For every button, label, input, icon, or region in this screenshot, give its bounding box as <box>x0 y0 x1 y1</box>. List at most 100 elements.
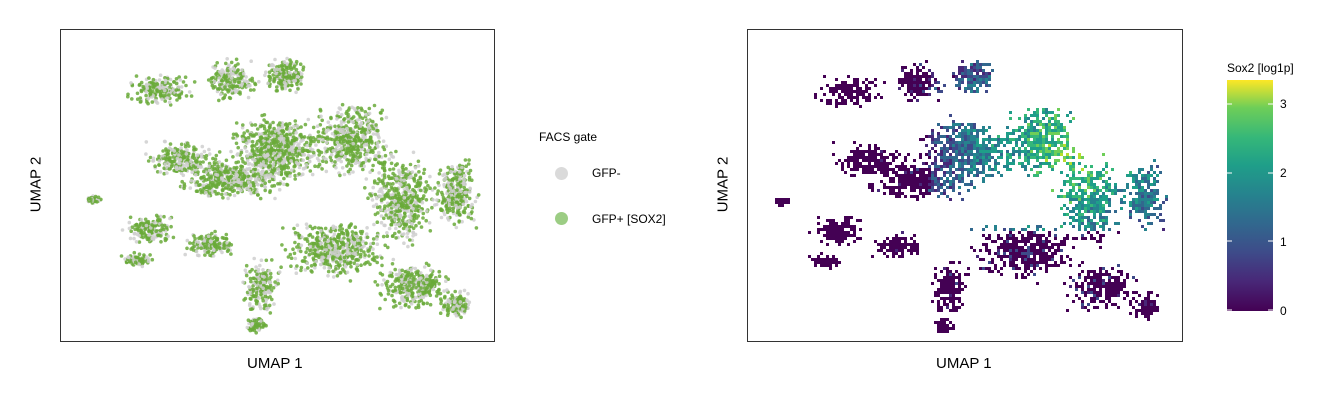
scatter-point <box>433 186 437 190</box>
scatter-point <box>244 75 248 79</box>
scatter-point <box>222 246 226 250</box>
scatter-point <box>258 196 263 201</box>
scatter-point <box>241 134 246 138</box>
scatter-point <box>318 107 323 112</box>
scatter-point <box>144 223 149 228</box>
scatter-point <box>246 135 251 140</box>
scatter-point <box>204 190 208 195</box>
scatter-point <box>229 252 233 256</box>
scatter-point <box>357 241 362 246</box>
scatter-point <box>263 188 267 193</box>
scatter-point <box>256 177 261 181</box>
scatter-point <box>364 241 368 246</box>
scatter-point <box>249 279 253 284</box>
scatter-point <box>379 293 384 297</box>
scatter-point <box>220 68 224 72</box>
scatter-point <box>381 234 386 239</box>
scatter-point <box>167 93 171 97</box>
scatter-point <box>294 67 299 72</box>
scatter-point <box>234 182 238 187</box>
scatter-point <box>244 263 249 268</box>
scatter-point <box>236 68 240 72</box>
scatter-point <box>361 167 365 172</box>
scatter-point <box>380 263 384 268</box>
scatter-point <box>404 270 408 274</box>
scatter-point <box>389 273 394 278</box>
scatter-point <box>228 192 232 197</box>
scatter-point <box>194 160 199 164</box>
scatter-point <box>344 124 348 128</box>
scatter-point <box>383 153 388 158</box>
scatter-point <box>286 66 291 71</box>
scatter-point <box>295 245 299 249</box>
scatter-point <box>338 271 343 275</box>
scatter-point <box>281 226 285 230</box>
scatter-point <box>375 144 380 148</box>
scatter-point <box>368 170 372 174</box>
scatter-point <box>258 304 262 309</box>
scatter-point <box>254 265 258 269</box>
scatter-point <box>303 255 307 260</box>
scatter-point <box>255 182 259 187</box>
scatter-point <box>443 198 447 202</box>
scatter-point <box>217 150 222 154</box>
scatter-point <box>461 182 466 186</box>
scatter-point <box>182 167 187 171</box>
scatter-point <box>239 188 243 193</box>
scatter-point <box>246 174 251 179</box>
scatter-point <box>310 148 315 152</box>
scatter-point <box>450 202 455 206</box>
scatter-point <box>150 223 154 227</box>
scatter-point <box>290 83 294 88</box>
scatter-point <box>340 230 344 235</box>
scatter-point <box>267 131 272 135</box>
scatter-point <box>460 194 464 199</box>
scatter-point <box>451 209 455 214</box>
scatter-point <box>96 195 101 200</box>
scatter-point <box>469 204 473 209</box>
scatter-point <box>277 154 281 158</box>
scatter-point <box>242 168 246 173</box>
scatter-point <box>422 171 426 175</box>
scatter-point <box>259 289 263 294</box>
scatter-point <box>292 226 296 231</box>
scatter-point <box>411 150 416 155</box>
scatter-point <box>282 182 286 187</box>
scatter-point <box>467 158 471 162</box>
scatter-point <box>294 160 299 165</box>
scatter-point <box>199 246 203 250</box>
scatter-point <box>201 183 206 187</box>
scatter-point <box>299 265 304 270</box>
scatter-point <box>233 87 237 92</box>
scatter-point <box>339 122 344 127</box>
scatter-point <box>400 218 405 223</box>
scatter-point <box>407 280 411 284</box>
scatter-point <box>242 298 246 302</box>
scatter-point <box>342 236 346 240</box>
scatter-point <box>405 231 410 235</box>
scatter-point <box>273 196 277 201</box>
scatter-point <box>379 194 383 199</box>
scatter-point <box>284 122 289 126</box>
scatter-point <box>394 149 398 154</box>
scatter-point <box>253 152 257 157</box>
scatter-point <box>156 233 160 238</box>
scatter-point <box>407 195 411 200</box>
scatter-point <box>335 130 340 135</box>
scatter-point <box>279 265 283 269</box>
scatter-point <box>436 189 441 193</box>
scatter-point <box>240 156 244 161</box>
scatter-point <box>405 185 409 190</box>
scatter-point <box>350 256 355 261</box>
scatter-point <box>295 264 299 268</box>
scatter-point <box>346 161 351 166</box>
scatter-point <box>288 88 292 93</box>
scatter-point <box>316 242 320 247</box>
scatter-point <box>277 136 282 141</box>
scatter-point <box>293 119 298 123</box>
scatter-point <box>454 203 458 208</box>
scatter-point <box>284 170 288 175</box>
scatter-point <box>220 79 225 83</box>
scatter-point <box>330 243 334 247</box>
scatter-point <box>382 278 386 282</box>
